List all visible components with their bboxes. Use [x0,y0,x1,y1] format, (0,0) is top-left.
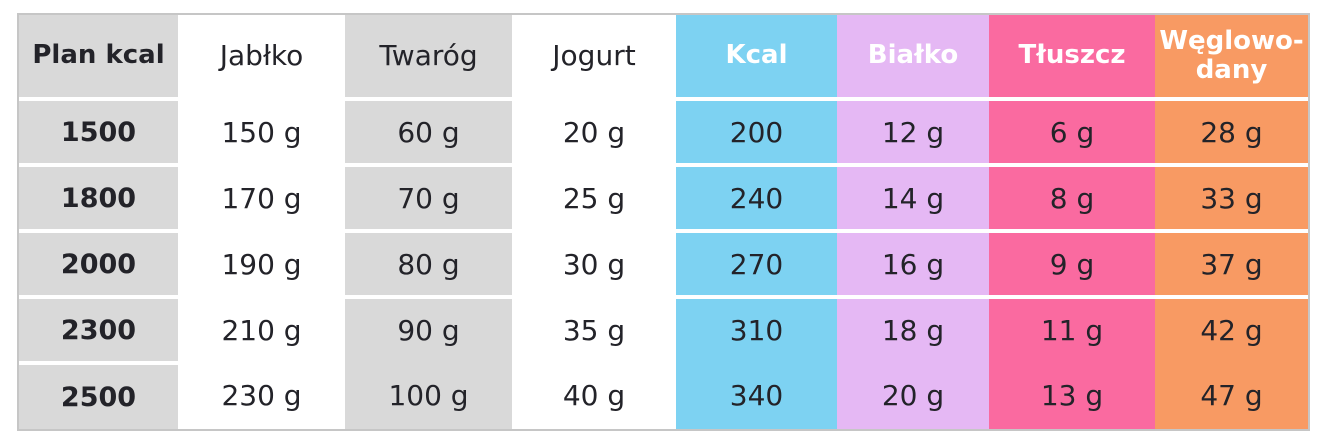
cell-bialko: 18 g [837,295,989,361]
cell-tluszcz: 6 g [989,97,1155,163]
table-frame: Plan kcal Jabłko Twaróg Jogurt Kcal Biał… [17,13,1310,431]
cell-twarog: 90 g [345,295,512,361]
header-row: Plan kcal Jabłko Twaróg Jogurt Kcal Biał… [19,15,1308,97]
table-row-1800: 1800 170 g 70 g 25 g 240 14 g 8 g 33 g [19,163,1308,229]
cell-tluszcz: 13 g [989,361,1155,429]
table-row-2500: 2500 230 g 100 g 40 g 340 20 g 13 g 47 g [19,361,1308,429]
col-header-kcal: Kcal [676,15,837,97]
col-header-tluszcz: Tłuszcz [989,15,1155,97]
col-header-plan-kcal: Plan kcal [19,15,178,97]
cell-jablko: 210 g [178,295,345,361]
cell-weglowodany: 42 g [1155,295,1308,361]
cell-twarog: 80 g [345,229,512,295]
table-row-2300: 2300 210 g 90 g 35 g 310 18 g 11 g 42 g [19,295,1308,361]
cell-kcal: 240 [676,163,837,229]
cell-jogurt: 20 g [512,97,676,163]
cell-kcal: 340 [676,361,837,429]
col-header-twarog: Twaróg [345,15,512,97]
nutrition-plan-table: Plan kcal Jabłko Twaróg Jogurt Kcal Biał… [19,15,1308,429]
cell-plan: 2500 [19,361,178,429]
cell-plan: 1800 [19,163,178,229]
cell-kcal: 270 [676,229,837,295]
cell-weglowodany: 28 g [1155,97,1308,163]
cell-kcal: 200 [676,97,837,163]
cell-plan: 2300 [19,295,178,361]
cell-jablko: 230 g [178,361,345,429]
cell-weglowodany: 47 g [1155,361,1308,429]
cell-twarog: 60 g [345,97,512,163]
cell-tluszcz: 8 g [989,163,1155,229]
cell-tluszcz: 11 g [989,295,1155,361]
cell-jogurt: 25 g [512,163,676,229]
col-header-weglowodany: Węglowo- dany [1155,15,1308,97]
cell-jogurt: 30 g [512,229,676,295]
cell-bialko: 14 g [837,163,989,229]
cell-jablko: 190 g [178,229,345,295]
cell-bialko: 16 g [837,229,989,295]
cell-plan: 2000 [19,229,178,295]
cell-bialko: 12 g [837,97,989,163]
cell-jogurt: 35 g [512,295,676,361]
cell-plan: 1500 [19,97,178,163]
cell-jogurt: 40 g [512,361,676,429]
col-header-jogurt: Jogurt [512,15,676,97]
table-row-1500: 1500 150 g 60 g 20 g 200 12 g 6 g 28 g [19,97,1308,163]
cell-twarog: 70 g [345,163,512,229]
cell-weglowodany: 33 g [1155,163,1308,229]
cell-jablko: 150 g [178,97,345,163]
cell-bialko: 20 g [837,361,989,429]
cell-jablko: 170 g [178,163,345,229]
cell-kcal: 310 [676,295,837,361]
cell-twarog: 100 g [345,361,512,429]
table-row-2000: 2000 190 g 80 g 30 g 270 16 g 9 g 37 g [19,229,1308,295]
col-header-bialko: Białko [837,15,989,97]
col-header-jablko: Jabłko [178,15,345,97]
cell-weglowodany: 37 g [1155,229,1308,295]
cell-tluszcz: 9 g [989,229,1155,295]
